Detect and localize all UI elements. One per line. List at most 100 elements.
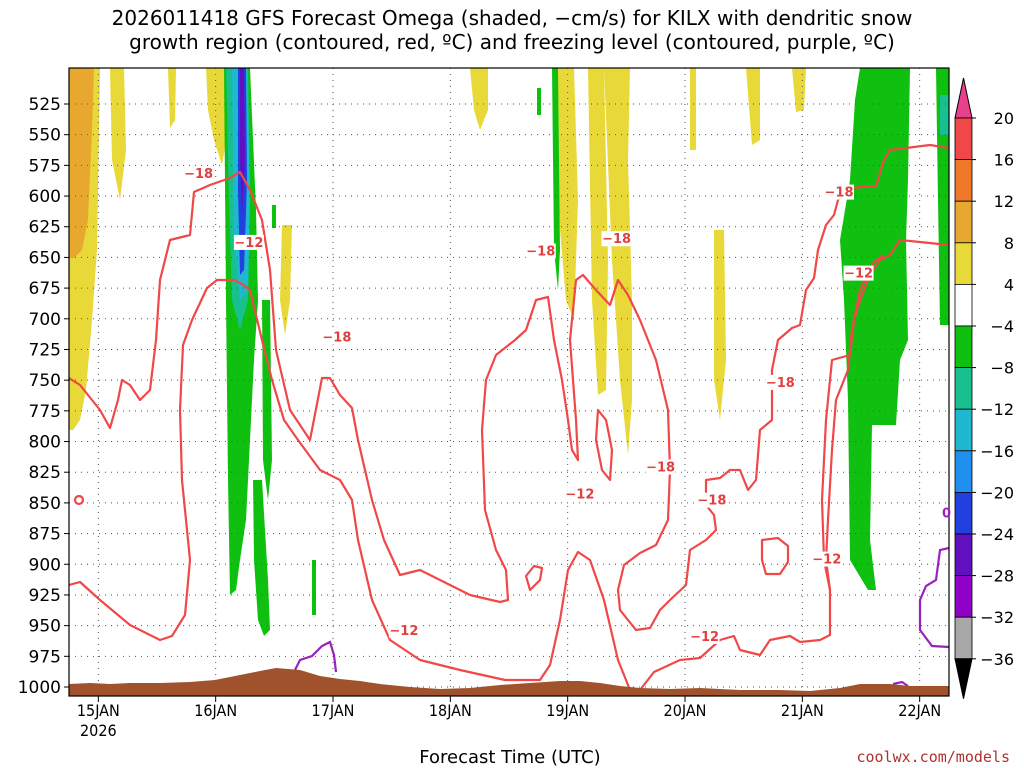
- plot-area: [69, 68, 949, 696]
- colorbar: 20 16 12 8 4 −4 −8 −12 −16 −20 −24 −28 −32 −36: [954, 77, 1014, 699]
- y-tick-label: 775: [29, 402, 61, 422]
- freezing-contour-17jan: [291, 640, 338, 677]
- shading-yellow-20jan-a: [690, 68, 696, 150]
- contour-18-right-island: [760, 536, 790, 576]
- contour-18-island-a: [594, 408, 614, 482]
- contour-label: −18: [322, 330, 351, 345]
- colorbar-label: 20: [994, 109, 1014, 128]
- chart-title-line-1: 2026011418 GFS Forecast Omega (shaded, −…: [112, 6, 913, 30]
- colorbar-label: −8: [990, 359, 1014, 378]
- y-tick-label: 575: [29, 156, 61, 176]
- freezing-level-label: 0: [942, 507, 951, 522]
- contour-label: −12: [844, 267, 873, 282]
- colorbar-label: −12: [980, 400, 1014, 419]
- y-tick-label: 550: [29, 126, 61, 146]
- colorbar-label: −32: [980, 608, 1014, 627]
- colorbar-swatch: [954, 408, 973, 452]
- colorbar-label: −28: [980, 567, 1014, 586]
- x-tick-label: 18JAN: [429, 701, 472, 720]
- contour-label-bg: [525, 243, 556, 259]
- colorbar-swatch: [954, 283, 973, 327]
- freezing-contour-22jan-small: [892, 680, 909, 687]
- shading-green-strip-d: [312, 560, 316, 615]
- colorbar-swatch: [954, 367, 973, 410]
- y-tick-label: 800: [29, 433, 61, 453]
- contour-label: −18: [526, 245, 555, 260]
- colorbar-swatch: [954, 200, 973, 244]
- y-tick-label: 825: [29, 463, 61, 483]
- y-tick-label: 925: [29, 586, 61, 606]
- y-tick-label: 725: [29, 340, 61, 360]
- shading-yellow-18jan-a: [470, 68, 488, 130]
- shading-yellow-strip-3: [206, 68, 228, 165]
- y-axis: 525 550 575 600 625 650 675 700 725 750 775 800 825 8…: [18, 95, 69, 698]
- contour-label-bg: [689, 628, 720, 644]
- colorbar-swatch: [954, 616, 973, 660]
- x-tick-label: 20JAN: [664, 701, 707, 720]
- shading-yellow-strip-1: [110, 68, 126, 200]
- contour-label-bg: [388, 622, 419, 638]
- contour-label-bg: [765, 374, 796, 390]
- x-tick-label: 19JAN: [546, 701, 589, 720]
- shading-green-strip-a: [253, 480, 270, 636]
- contour-label: −18: [646, 461, 675, 476]
- shading-yellow-19jan-a: [588, 68, 608, 395]
- colorbar-label: −4: [990, 317, 1014, 336]
- contour-label-bg: [645, 459, 676, 475]
- contour-18-island-b: [524, 564, 544, 592]
- y-tick-label: 650: [29, 248, 61, 268]
- colorbar-label: 8: [1004, 234, 1014, 253]
- y-tick-label: 950: [29, 617, 61, 637]
- shading-yellow-18jan-b: [556, 68, 578, 320]
- colorbar-swatch: [954, 533, 973, 576]
- colorbar-label: 4: [1004, 275, 1014, 294]
- y-tick-label: 525: [29, 95, 61, 115]
- contour-label: −12: [812, 553, 841, 568]
- colorbar-label: −20: [980, 483, 1014, 502]
- colorbar-bottom-arrow: [954, 658, 973, 699]
- shading-yellow-20jan-c: [746, 68, 760, 145]
- plot-frame: [68, 67, 950, 697]
- shading-green-21jan: [840, 68, 910, 590]
- freezing-contour-22jan: [918, 546, 949, 649]
- contour-label: −12: [690, 630, 719, 645]
- terrain-surface: [69, 668, 949, 696]
- colorbar-label: −16: [980, 442, 1014, 461]
- colorbar-label: 16: [994, 151, 1014, 170]
- contour-label: −18: [766, 376, 795, 391]
- contour-label: −18: [184, 167, 213, 182]
- contour-label-bg: [696, 492, 727, 508]
- contour-label: −12: [234, 236, 263, 251]
- x-tick-label: 21JAN: [781, 701, 824, 720]
- contour-label-bg: [564, 486, 595, 502]
- y-tick-label: 600: [29, 187, 61, 207]
- contour-label-bg: [843, 265, 874, 281]
- shading-green-18jan: [552, 68, 560, 290]
- contour-label: −18: [697, 494, 726, 509]
- contour-label-bg: [233, 234, 264, 250]
- colorbar-swatch: [954, 242, 973, 285]
- contour-label: −18: [602, 232, 631, 247]
- contour-label-bg: [601, 231, 632, 247]
- contour-18-left: [69, 170, 672, 632]
- freezing-level-contours: [291, 546, 949, 687]
- y-tick-label: 1000: [18, 678, 61, 698]
- chart-title-line-2: growth region (contoured, red, ºC) and f…: [129, 30, 895, 54]
- omega-shading: [69, 68, 949, 636]
- contour-label-bg: [824, 184, 854, 200]
- colorbar-swatch: [954, 491, 973, 535]
- y-tick-label: 850: [29, 494, 61, 514]
- shading-yellow-strip-5: [280, 225, 292, 335]
- colorbar-swatch: [954, 575, 973, 618]
- x-tick-label: 22JAN: [898, 701, 941, 720]
- shading-orange-early: [69, 68, 94, 258]
- contour-12-left: [69, 278, 632, 691]
- y-tick-label: 900: [29, 555, 61, 575]
- y-tick-label: 675: [29, 279, 61, 299]
- shading-yellow-strip-2: [168, 68, 176, 128]
- shading-yellow-21jan-a: [792, 68, 806, 112]
- contour-12-island-small: [73, 494, 85, 506]
- colorbar-label: −36: [980, 650, 1014, 669]
